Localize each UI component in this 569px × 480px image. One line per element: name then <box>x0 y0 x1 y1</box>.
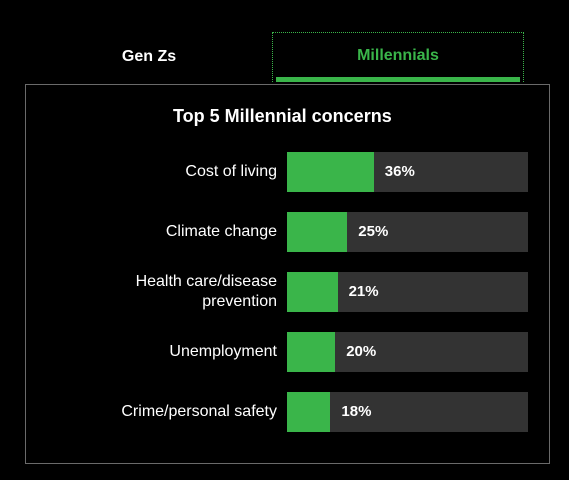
category-label: Unemployment <box>169 343 277 360</box>
tab-gen-zs-label: Gen Zs <box>121 48 177 65</box>
bar-track: 25% <box>287 212 528 252</box>
chart-panel <box>25 84 550 464</box>
bar-track: 18% <box>287 392 528 432</box>
category-label: Climate change <box>165 223 277 240</box>
bar-value-label: 36% <box>384 163 415 180</box>
chart-title: Top 5 Millennial concerns <box>173 106 392 126</box>
bar <box>287 272 338 312</box>
category-label: Crime/personal safety <box>121 403 277 420</box>
bar <box>287 152 374 192</box>
tab-millennials[interactable]: Millennials <box>272 32 524 82</box>
bar-value-label: 25% <box>358 223 389 240</box>
bar <box>287 332 336 372</box>
bar-value-label: 20% <box>346 343 377 360</box>
category-label: Health care/disease prevention <box>135 273 277 310</box>
category-label: Cost of living <box>185 163 277 180</box>
tab-millennials-label: Millennials <box>357 46 439 64</box>
bar-track: 20% <box>287 332 528 372</box>
tab-gen-zs[interactable]: Gen Zs <box>25 32 273 82</box>
bar <box>287 392 331 432</box>
bar-value-label: 21% <box>348 283 379 300</box>
bar <box>287 212 348 252</box>
bar-value-label: 18% <box>341 403 372 420</box>
active-tab-indicator <box>276 77 520 82</box>
bar-track: 36% <box>287 152 528 192</box>
bar-track: 21% <box>287 272 528 312</box>
